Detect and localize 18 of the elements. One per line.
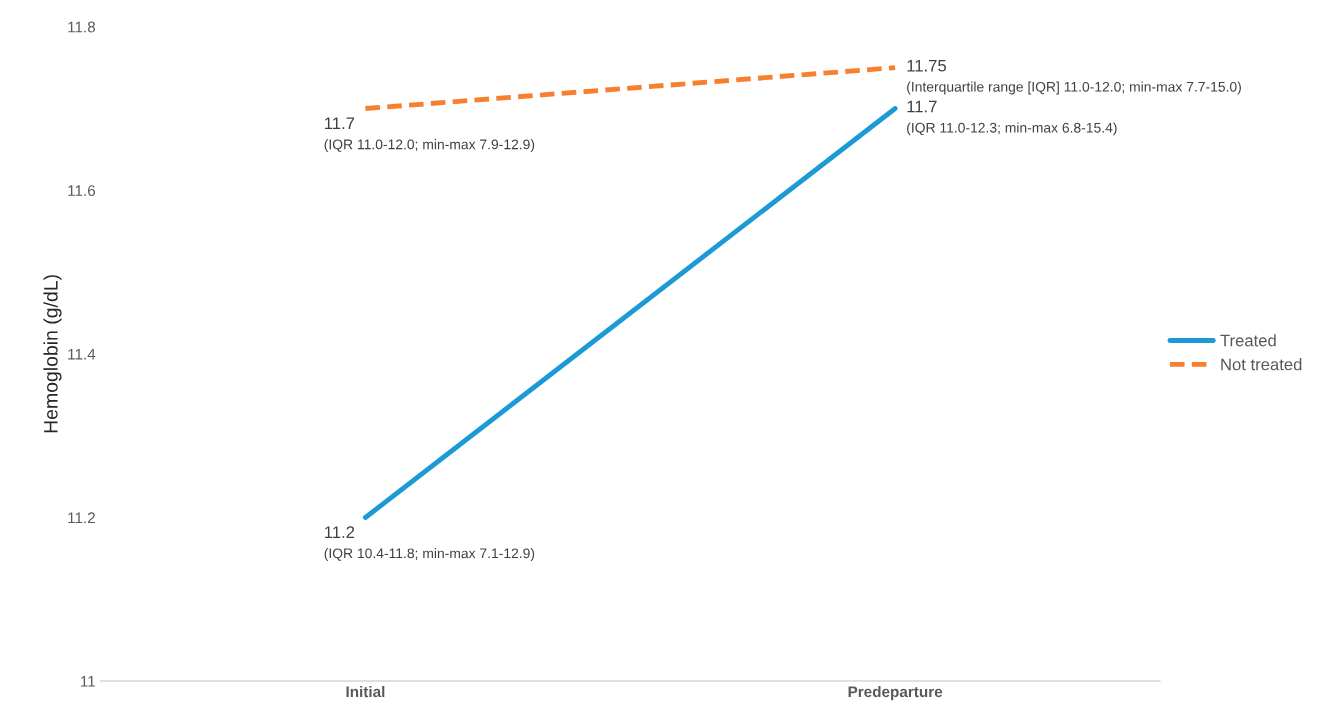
y-tick-label: 11 [81, 676, 95, 687]
annotation: (Interquartile range [IQR] 11.0-12.0; min-max 7.7-15.0) [907, 81, 1241, 95]
legend-label: Treated [1220, 334, 1276, 347]
data-label: 11.7 [907, 100, 937, 113]
data-label: 11.75 [907, 59, 947, 72]
y-tick-label: 11.6 [68, 185, 96, 197]
annotation: (IQR 11.0-12.3; min-max 6.8-15.4) [907, 122, 1117, 136]
y-tick-label: 11.2 [68, 512, 95, 524]
y-tick-label: 11.8 [68, 21, 96, 33]
data-label: 11.7 [325, 117, 355, 129]
y-tick-label: 11.4 [68, 348, 96, 360]
x-tick-label: Initial [346, 685, 385, 698]
x-tick-label: Predeparture [848, 685, 943, 701]
legend-label: Not treated [1221, 358, 1302, 371]
annotation: (IQR 11.0-12.0; min-max 7.9-12.9) [324, 139, 535, 153]
data-label: 11.2 [325, 526, 355, 538]
y-axis-title: Hemoglobin (g/dL) [43, 275, 62, 433]
annotation: (IQR 10.4-11.8; min-max 7.1-12.9) [324, 548, 535, 561]
